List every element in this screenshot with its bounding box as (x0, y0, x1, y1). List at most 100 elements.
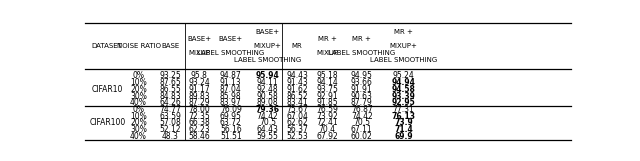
Text: 86.55: 86.55 (159, 85, 181, 94)
Text: 51.51: 51.51 (220, 132, 241, 141)
Text: 77.31: 77.31 (392, 105, 414, 114)
Text: MR +: MR + (317, 36, 337, 42)
Text: DATASET: DATASET (92, 43, 123, 49)
Text: BASE+: BASE+ (187, 36, 211, 42)
Text: MR: MR (292, 43, 303, 49)
Text: 92.48: 92.48 (257, 85, 278, 94)
Text: MIXUP+: MIXUP+ (390, 43, 417, 49)
Text: 76.13: 76.13 (392, 112, 415, 121)
Text: 73.9: 73.9 (394, 118, 413, 127)
Text: 95.24: 95.24 (392, 71, 414, 80)
Text: 95.8: 95.8 (191, 71, 207, 80)
Text: 93.66: 93.66 (351, 78, 372, 87)
Text: 83.97: 83.97 (220, 98, 242, 107)
Text: 94.95: 94.95 (351, 71, 372, 80)
Text: 69.9: 69.9 (394, 132, 413, 141)
Text: 94.11: 94.11 (257, 78, 278, 87)
Text: 59.55: 59.55 (257, 132, 278, 141)
Text: 10%: 10% (130, 78, 147, 87)
Text: LABEL SMOOTHING: LABEL SMOOTHING (234, 57, 301, 63)
Text: 64.43: 64.43 (257, 125, 278, 134)
Text: 95.94: 95.94 (255, 71, 280, 80)
Text: 67.92: 67.92 (316, 132, 338, 141)
Text: BASE+: BASE+ (219, 36, 243, 42)
Text: 91.17: 91.17 (188, 85, 210, 94)
Text: 92.95: 92.95 (392, 98, 415, 107)
Text: 10%: 10% (130, 112, 147, 121)
Text: 79.36: 79.36 (255, 105, 280, 114)
Text: BASE+: BASE+ (255, 29, 280, 35)
Text: 70.4: 70.4 (319, 125, 335, 134)
Text: 56.16: 56.16 (220, 125, 242, 134)
Text: 94.94: 94.94 (392, 78, 415, 87)
Text: 76.59: 76.59 (316, 105, 338, 114)
Text: LABEL SMOOTHING: LABEL SMOOTHING (370, 57, 437, 63)
Text: 91.62: 91.62 (287, 85, 308, 94)
Text: 94.58: 94.58 (392, 85, 415, 94)
Text: 93.39: 93.39 (392, 92, 415, 101)
Text: 64.26: 64.26 (159, 98, 181, 107)
Text: MIXUP: MIXUP (188, 50, 210, 56)
Text: 52.53: 52.53 (286, 132, 308, 141)
Text: 76.09: 76.09 (220, 105, 242, 114)
Text: 48.3: 48.3 (162, 132, 179, 141)
Text: 87.79: 87.79 (351, 98, 372, 107)
Text: 87.29: 87.29 (188, 98, 210, 107)
Text: 91.43: 91.43 (286, 78, 308, 87)
Text: 66.38: 66.38 (188, 118, 210, 127)
Text: 0%: 0% (132, 71, 145, 80)
Text: 57.08: 57.08 (159, 118, 181, 127)
Text: 90.58: 90.58 (257, 92, 278, 101)
Text: 67.04: 67.04 (286, 112, 308, 121)
Text: MIXUP+: MIXUP+ (253, 43, 282, 49)
Text: 90.63: 90.63 (351, 92, 372, 101)
Text: 20%: 20% (130, 118, 147, 127)
Text: 52.12: 52.12 (159, 125, 181, 134)
Text: 94.87: 94.87 (220, 71, 242, 80)
Text: 72.41: 72.41 (316, 118, 338, 127)
Text: LABEL SMOOTHING: LABEL SMOOTHING (328, 50, 396, 56)
Text: 74.77: 74.77 (159, 105, 181, 114)
Text: 93.24: 93.24 (188, 78, 210, 87)
Text: 73.92: 73.92 (316, 112, 338, 121)
Text: 91.85: 91.85 (316, 98, 338, 107)
Text: 71.4: 71.4 (394, 125, 413, 134)
Text: 63.72: 63.72 (220, 118, 242, 127)
Text: 91.13: 91.13 (220, 78, 241, 87)
Text: 30%: 30% (130, 92, 147, 101)
Text: 91.91: 91.91 (351, 85, 372, 94)
Text: 89.83: 89.83 (188, 92, 210, 101)
Text: 93.25: 93.25 (159, 71, 181, 80)
Text: 94.43: 94.43 (286, 71, 308, 80)
Text: 40%: 40% (130, 132, 147, 141)
Text: 40%: 40% (130, 98, 147, 107)
Text: 72.35: 72.35 (188, 112, 210, 121)
Text: MR +: MR + (394, 29, 413, 35)
Text: 67.11: 67.11 (351, 125, 372, 134)
Text: LABEL SMOOTHING: LABEL SMOOTHING (197, 50, 264, 56)
Text: 85.98: 85.98 (220, 92, 241, 101)
Text: CIFAR100: CIFAR100 (89, 118, 125, 127)
Text: 0%: 0% (132, 105, 145, 114)
Text: 56.37: 56.37 (286, 125, 308, 134)
Text: BASE: BASE (161, 43, 179, 49)
Text: 69.95: 69.95 (220, 112, 242, 121)
Text: MR +: MR + (352, 36, 371, 42)
Text: 87.04: 87.04 (220, 85, 242, 94)
Text: 78.00: 78.00 (188, 105, 210, 114)
Text: 84.83: 84.83 (159, 92, 181, 101)
Text: NOISE RATIO: NOISE RATIO (116, 43, 161, 49)
Text: 70.5: 70.5 (259, 118, 276, 127)
Text: 30%: 30% (130, 125, 147, 134)
Text: 63.59: 63.59 (159, 112, 181, 121)
Text: 70.5: 70.5 (353, 118, 370, 127)
Text: 95.18: 95.18 (316, 71, 338, 80)
Text: 86.52: 86.52 (287, 92, 308, 101)
Text: 62.23: 62.23 (188, 125, 210, 134)
Text: 76.87: 76.87 (351, 105, 372, 114)
Text: 94.14: 94.14 (316, 78, 338, 87)
Text: 74.42: 74.42 (351, 112, 372, 121)
Text: 93.75: 93.75 (316, 85, 338, 94)
Text: 89.08: 89.08 (257, 98, 278, 107)
Text: CIFAR10: CIFAR10 (92, 85, 123, 94)
